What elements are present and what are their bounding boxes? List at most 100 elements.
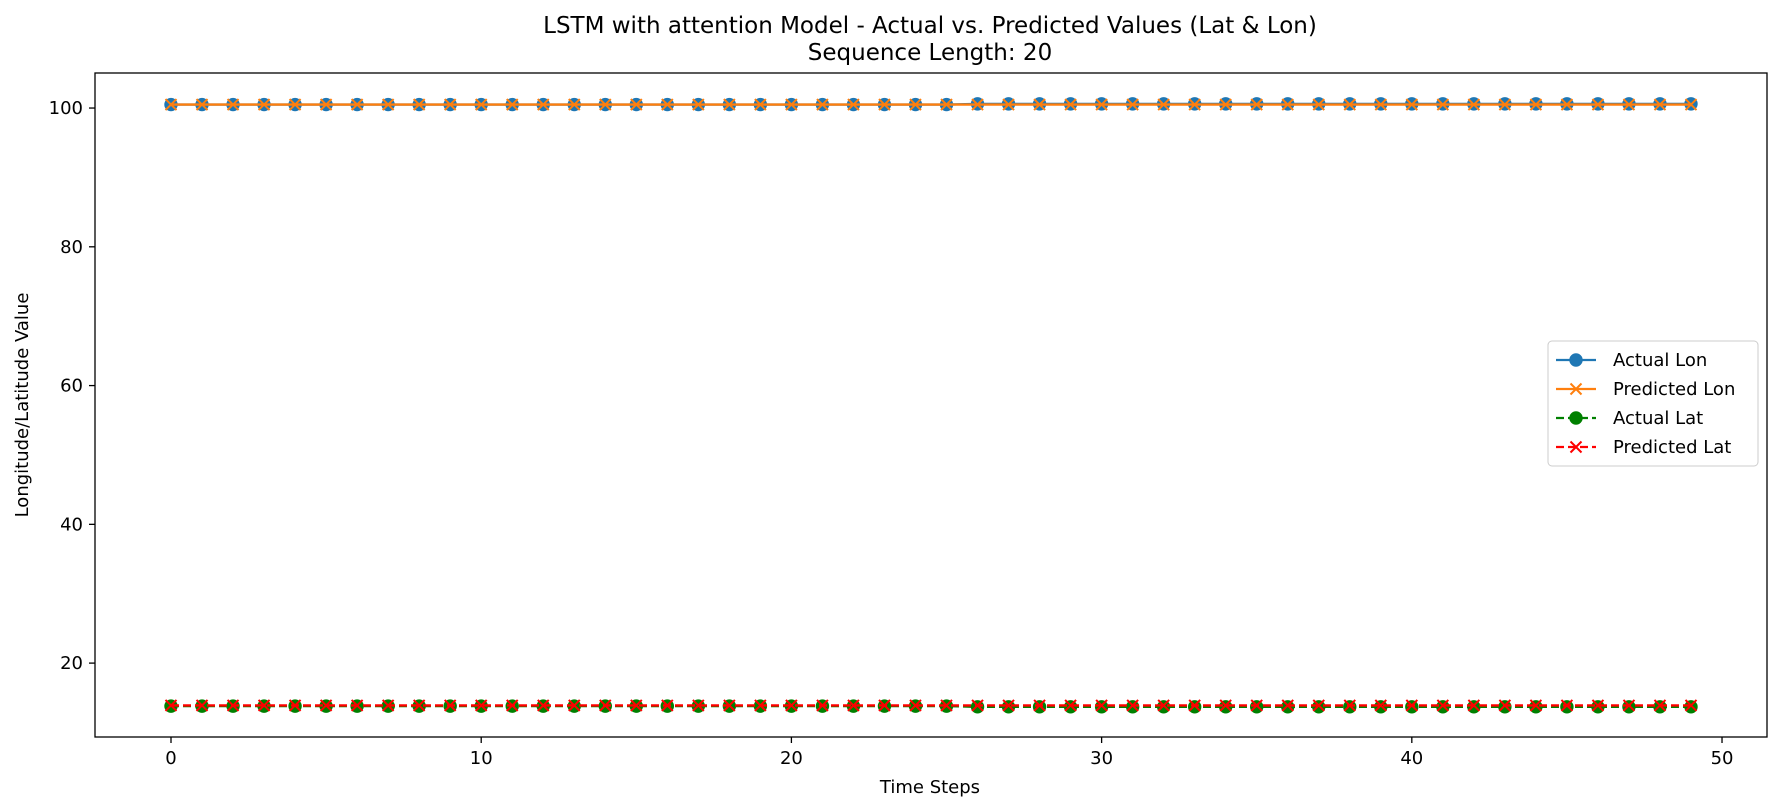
data-point-predicted-lat <box>537 699 550 712</box>
data-point-predicted-lon <box>878 98 891 111</box>
data-point-predicted-lat <box>1498 699 1512 712</box>
data-point-predicted-lat <box>1436 699 1450 712</box>
data-point-predicted-lat <box>940 699 953 712</box>
data-point-predicted-lon <box>847 98 860 111</box>
data-point-predicted-lon <box>412 98 426 111</box>
data-point-predicted-lat <box>1374 699 1388 712</box>
x-tick-label: 30 <box>1090 748 1113 769</box>
y-axis-label: Longitude/Latitude Value <box>12 293 33 518</box>
data-point-predicted-lat <box>878 699 891 712</box>
data-point-predicted-lon <box>661 98 674 111</box>
data-point-predicted-lon <box>1219 98 1232 111</box>
data-point-predicted-lon <box>1498 98 1512 111</box>
data-point-predicted-lon <box>474 98 488 111</box>
legend-item-predicted-lon: Predicted Lon <box>1556 379 1735 400</box>
data-point-predicted-lon <box>164 98 178 111</box>
legend-marker-predicted-lat <box>1569 440 1583 454</box>
data-point-predicted-lon <box>723 98 736 111</box>
data-point-predicted-lat <box>1188 699 1201 712</box>
x-axis: 0 10 20 30 40 50 <box>165 737 1733 769</box>
data-point-predicted-lat <box>568 699 581 712</box>
data-point-predicted-lat <box>1405 699 1419 712</box>
data-point-predicted-lat <box>599 699 612 712</box>
data-point-predicted-lon <box>1560 98 1574 111</box>
data-point-predicted-lat <box>630 699 643 712</box>
data-point-predicted-lon <box>1622 98 1636 111</box>
data-point-predicted-lat <box>692 699 705 712</box>
data-point-predicted-lat <box>288 699 302 712</box>
series-predicted-lon <box>164 98 1698 111</box>
x-axis-label: Time Steps <box>879 777 980 798</box>
data-point-predicted-lon <box>350 98 364 111</box>
data-point-predicted-lon <box>1591 98 1605 111</box>
data-point-predicted-lat <box>350 699 364 712</box>
data-point-predicted-lat <box>443 699 457 712</box>
data-point-predicted-lon <box>971 98 984 111</box>
data-point-predicted-lat <box>164 699 178 712</box>
data-point-predicted-lon <box>1188 98 1201 111</box>
data-point-predicted-lat <box>1312 699 1325 712</box>
legend: Actual Lon Predicted Lon Actual Lat Predict… <box>1547 340 1759 467</box>
axes-frame <box>94 72 1768 738</box>
y-tick-label: 20 <box>60 653 83 674</box>
legend-item-actual-lon: Actual Lon <box>1556 350 1707 371</box>
data-point-predicted-lon <box>1312 98 1325 111</box>
data-point-predicted-lat <box>1064 699 1077 712</box>
data-point-predicted-lat <box>474 699 488 712</box>
data-point-predicted-lon <box>443 98 457 111</box>
data-point-predicted-lat <box>847 699 860 712</box>
x-tick-label: 40 <box>1400 748 1423 769</box>
data-point-predicted-lon <box>1002 98 1015 111</box>
data-point-predicted-lat <box>723 699 736 712</box>
data-point-predicted-lon <box>1343 98 1356 111</box>
chart-subtitle: Sequence Length: 20 <box>808 40 1052 66</box>
data-point-predicted-lat <box>1095 699 1108 712</box>
data-point-predicted-lon <box>1064 98 1077 111</box>
y-tick-label: 80 <box>60 237 83 258</box>
data-point-predicted-lon <box>568 98 581 111</box>
data-point-predicted-lat <box>1560 699 1574 712</box>
data-point-predicted-lat <box>257 699 271 712</box>
y-tick-label: 40 <box>60 514 83 535</box>
legend-label-predicted-lon: Predicted Lon <box>1613 379 1735 400</box>
data-point-predicted-lat <box>1467 699 1481 712</box>
legend-label-actual-lat: Actual Lat <box>1613 408 1703 429</box>
data-point-predicted-lon <box>1374 98 1388 111</box>
data-point-predicted-lat <box>1343 699 1356 712</box>
data-point-predicted-lon <box>785 98 798 111</box>
legend-marker-predicted-lon <box>1569 382 1583 396</box>
data-point-predicted-lat <box>381 699 395 712</box>
legend-item-actual-lat: Actual Lat <box>1556 408 1703 429</box>
data-point-predicted-lon <box>692 98 705 111</box>
data-point-predicted-lat <box>1250 699 1263 712</box>
legend-label-actual-lon: Actual Lon <box>1613 350 1707 371</box>
data-point-predicted-lon <box>1684 98 1698 111</box>
data-point-predicted-lat <box>661 699 674 712</box>
data-point-predicted-lat <box>412 699 426 712</box>
x-tick-label: 50 <box>1711 748 1734 769</box>
data-point-predicted-lat <box>816 699 829 712</box>
data-point-predicted-lat <box>754 699 767 712</box>
data-point-predicted-lon <box>1033 98 1046 111</box>
legend-label-predicted-lat: Predicted Lat <box>1613 437 1731 458</box>
data-point-predicted-lon <box>1529 98 1543 111</box>
data-point-predicted-lat <box>785 699 798 712</box>
data-point-predicted-lat <box>909 699 922 712</box>
y-axis: 20 40 60 80 100 <box>49 98 95 674</box>
data-point-predicted-lon <box>940 98 953 111</box>
data-point-predicted-lon <box>195 98 209 111</box>
data-point-predicted-lat <box>1033 699 1046 712</box>
data-point-predicted-lon <box>1467 98 1481 111</box>
data-point-predicted-lat <box>1281 699 1294 712</box>
data-point-predicted-lat <box>1219 699 1232 712</box>
data-point-predicted-lon <box>1126 98 1139 111</box>
data-point-predicted-lon <box>1250 98 1263 111</box>
legend-item-predicted-lat: Predicted Lat <box>1556 437 1731 458</box>
data-point-predicted-lon <box>909 98 922 111</box>
data-point-predicted-lon <box>319 98 333 111</box>
data-point-predicted-lon <box>226 98 240 111</box>
data-point-predicted-lon <box>816 98 829 111</box>
data-point-predicted-lon <box>1436 98 1450 111</box>
data-point-predicted-lat <box>1653 699 1667 712</box>
